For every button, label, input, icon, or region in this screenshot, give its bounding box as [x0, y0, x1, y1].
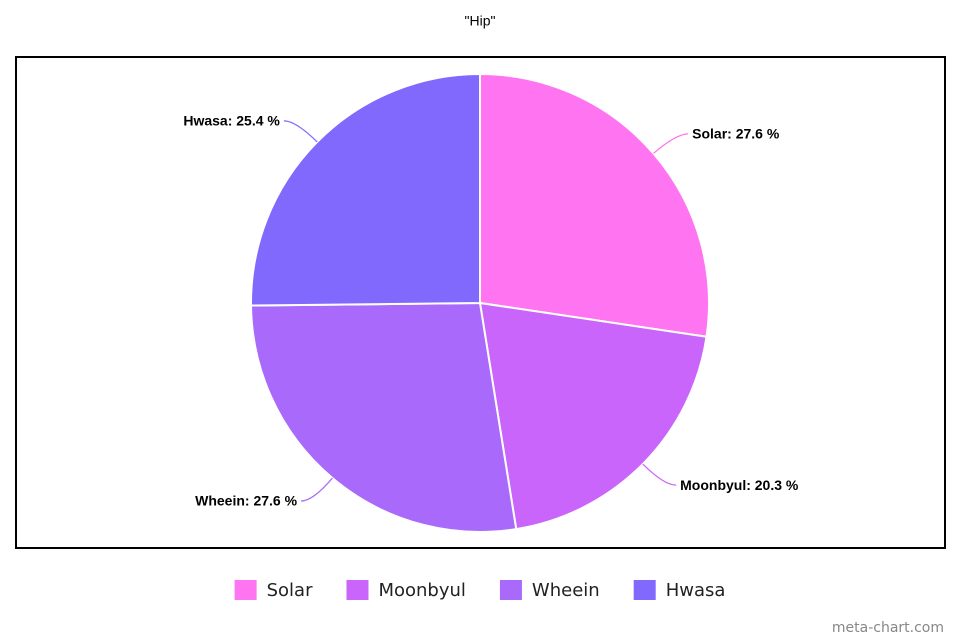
legend-label: Solar [267, 580, 313, 601]
pie-slice [250, 301, 518, 533]
data-label: Hwasa: 25.4 % [183, 113, 280, 129]
data-label: Wheein: 27.6 % [195, 493, 297, 509]
legend-label: Hwasa [666, 580, 726, 601]
chart-title: "Hip" [465, 13, 496, 29]
legend-swatch [234, 580, 257, 600]
data-label: Solar: 27.6 % [692, 126, 780, 142]
leader-line [653, 133, 689, 154]
pie-slice [250, 72, 481, 307]
credit: meta-chart.com [832, 620, 944, 636]
data-label: Moonbyul: 20.3 % [680, 477, 799, 493]
legend-swatch [499, 580, 522, 600]
leader-line [283, 120, 318, 143]
legend-label: Wheein [532, 580, 600, 601]
pie-slice [479, 72, 710, 338]
legend-swatch [346, 580, 369, 600]
leader-line [300, 477, 333, 502]
leader-line [642, 463, 677, 486]
legend-label: Moonbyul [378, 580, 465, 601]
pie-slice [478, 301, 708, 531]
legend-swatch [633, 580, 656, 600]
